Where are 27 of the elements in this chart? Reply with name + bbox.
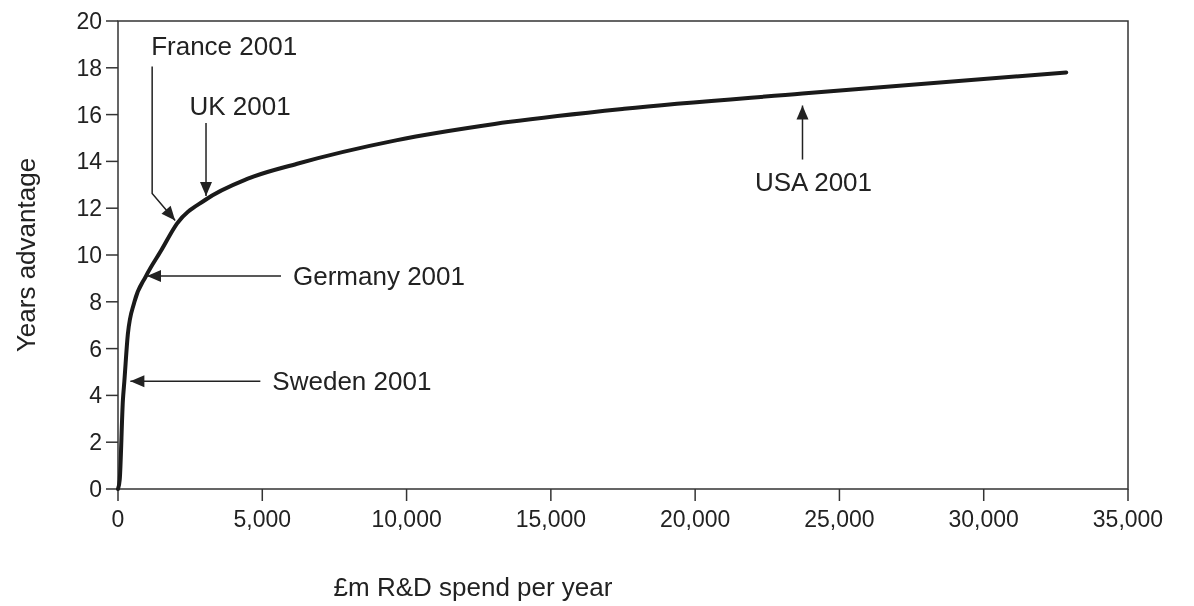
y-tick-label: 14 [76, 148, 103, 175]
x-tick-label: 0 [111, 506, 125, 532]
y-tick-label: 10 [76, 242, 102, 269]
y-axis-title: Years advantage [11, 157, 41, 353]
y-tick-label: 20 [76, 8, 102, 35]
y-tick-label: 18 [76, 54, 102, 81]
x-tick-label: 25,000 [804, 506, 875, 532]
y-tick-label: 2 [89, 429, 102, 456]
annotation: Sweden 2001 [272, 366, 432, 397]
annotation: USA 2001 [754, 166, 873, 197]
y-tick-label: 12 [76, 195, 102, 222]
y-tick-label: 0 [89, 476, 102, 503]
x-tick-label: 30,000 [948, 506, 1019, 532]
x-tick-label: 20,000 [659, 506, 731, 532]
annotation: UK 2001 [189, 91, 291, 122]
y-tick-label: 8 [89, 288, 102, 315]
x-tick-label: 5,000 [233, 506, 292, 532]
x-tick-label: 35,000 [1092, 506, 1164, 532]
x-tick-label: 15,000 [515, 506, 587, 532]
y-tick-label: 6 [89, 335, 102, 362]
y-tick-label: 4 [89, 382, 103, 409]
y-tick-label: 16 [76, 101, 102, 128]
x-tick-label: 10,000 [371, 506, 442, 532]
annotation: Germany 2001 [292, 261, 465, 292]
line-series [116, 70, 1069, 491]
x-axis-title: £m R&D spend per year [333, 572, 613, 602]
annotation: France 2001 [151, 30, 298, 61]
